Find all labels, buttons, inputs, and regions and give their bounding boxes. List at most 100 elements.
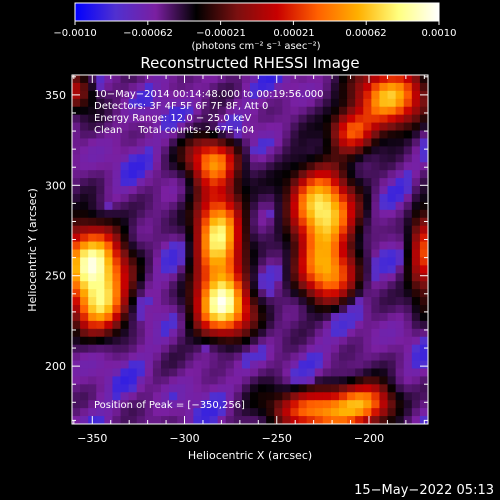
heatmap-cell <box>96 193 105 203</box>
heatmap-cell <box>185 368 194 378</box>
heatmap-cell <box>128 90 138 100</box>
heatmap-cell <box>330 114 340 124</box>
heatmap-cell <box>201 209 211 219</box>
heatmap-cell <box>395 233 405 243</box>
heatmap-cell <box>330 281 340 290</box>
heatmap-cell <box>241 217 251 227</box>
heatmap-cell <box>161 336 170 346</box>
heatmap-cell <box>72 368 81 378</box>
x-tick-labels: −350 −300 −250 −200 <box>77 432 384 445</box>
heatmap-cell <box>282 170 292 179</box>
heatmap-cell <box>136 312 146 322</box>
heatmap-cell <box>258 328 267 338</box>
heatmap-cell <box>241 82 251 92</box>
heatmap-cell <box>209 114 219 124</box>
heatmap-cell <box>411 241 421 251</box>
heatmap-cell <box>314 352 324 362</box>
heatmap-cell <box>339 400 348 409</box>
heatmap-cell <box>330 82 340 92</box>
heatmap-cell <box>387 225 397 235</box>
heatmap-cell <box>225 297 235 306</box>
heatmap-cell <box>314 75 324 84</box>
heatmap-cell <box>241 289 251 298</box>
heatmap-cell <box>88 328 97 338</box>
heatmap-cell <box>88 265 97 274</box>
heatmap-cell <box>330 249 340 259</box>
heatmap-cell <box>339 320 348 330</box>
heatmap-cell <box>161 225 170 235</box>
heatmap-cell <box>217 193 227 203</box>
heatmap-cell <box>306 416 316 424</box>
heatmap-cell <box>274 376 283 385</box>
heatmap-cell <box>298 241 308 251</box>
heatmap-cell <box>80 130 89 140</box>
heatmap-cell <box>290 376 300 385</box>
heatmap-cell <box>330 122 340 132</box>
heatmap-cell <box>201 265 211 274</box>
heatmap-cell <box>403 201 413 211</box>
heatmap-cell <box>298 281 308 290</box>
heatmap-cell <box>201 217 211 227</box>
heatmap-cell <box>266 312 275 322</box>
heatmap-cell <box>96 209 105 219</box>
heatmap-cell <box>161 273 170 282</box>
heatmap-cell <box>80 249 89 259</box>
heatmap-cell <box>88 408 97 417</box>
heatmap-cell <box>161 186 170 195</box>
heatmap-cell <box>387 186 397 195</box>
heatmap-cell <box>330 146 340 155</box>
heatmap-cell <box>419 82 428 92</box>
heatmap-cell <box>290 225 300 235</box>
heatmap-cell <box>217 305 227 314</box>
heatmap-cell <box>96 384 105 393</box>
heatmap-cell <box>144 408 154 417</box>
heatmap-cell <box>250 154 259 163</box>
heatmap-cell <box>282 146 292 155</box>
heatmap-cell <box>298 138 308 147</box>
heatmap-cell <box>282 249 292 259</box>
heatmap-cell <box>314 170 324 179</box>
heatmap-cell <box>201 98 211 108</box>
heatmap-cell <box>314 273 324 282</box>
heatmap-cell <box>306 305 316 314</box>
heatmap-cell <box>258 400 267 409</box>
heatmap-cell <box>322 384 332 393</box>
heatmap-cell <box>411 170 421 179</box>
heatmap-cell <box>387 146 397 155</box>
heatmap-cell <box>185 225 194 235</box>
heatmap-cell <box>177 273 186 282</box>
heatmap-cell <box>322 217 332 227</box>
heatmap-cell <box>161 400 170 409</box>
heatmap-cell <box>403 122 413 132</box>
heatmap-cell <box>282 162 292 171</box>
heatmap-cell <box>112 233 122 243</box>
heatmap-cell <box>185 233 194 243</box>
heatmap-cell <box>144 114 154 124</box>
heatmap-cell <box>177 265 186 274</box>
heatmap-cell <box>330 257 340 266</box>
heatmap-cell <box>169 193 178 203</box>
heatmap-cell <box>185 281 194 290</box>
heatmap-cell <box>379 352 389 362</box>
heatmap-cell <box>104 98 114 108</box>
heatmap-cell <box>80 75 89 84</box>
heatmap-cell <box>96 273 105 282</box>
heatmap-cell <box>112 384 122 393</box>
heatmap-cell <box>387 257 397 266</box>
heatmap-cell <box>250 416 259 424</box>
heatmap-cell <box>177 408 186 417</box>
heatmap-cell <box>322 146 332 155</box>
heatmap-cell <box>161 320 170 330</box>
heatmap-cell <box>185 265 194 274</box>
heatmap-cell <box>128 360 138 370</box>
heatmap-cell <box>355 122 364 132</box>
heatmap-cell <box>169 328 178 338</box>
heatmap-cell <box>387 360 397 370</box>
heatmap-cell <box>411 408 421 417</box>
heatmap-cell <box>201 360 211 370</box>
heatmap-cell <box>144 201 154 211</box>
heatmap-cell <box>96 265 105 274</box>
heatmap-cell <box>282 416 292 424</box>
heatmap-cell <box>177 146 186 155</box>
heatmap-cell <box>152 320 162 330</box>
